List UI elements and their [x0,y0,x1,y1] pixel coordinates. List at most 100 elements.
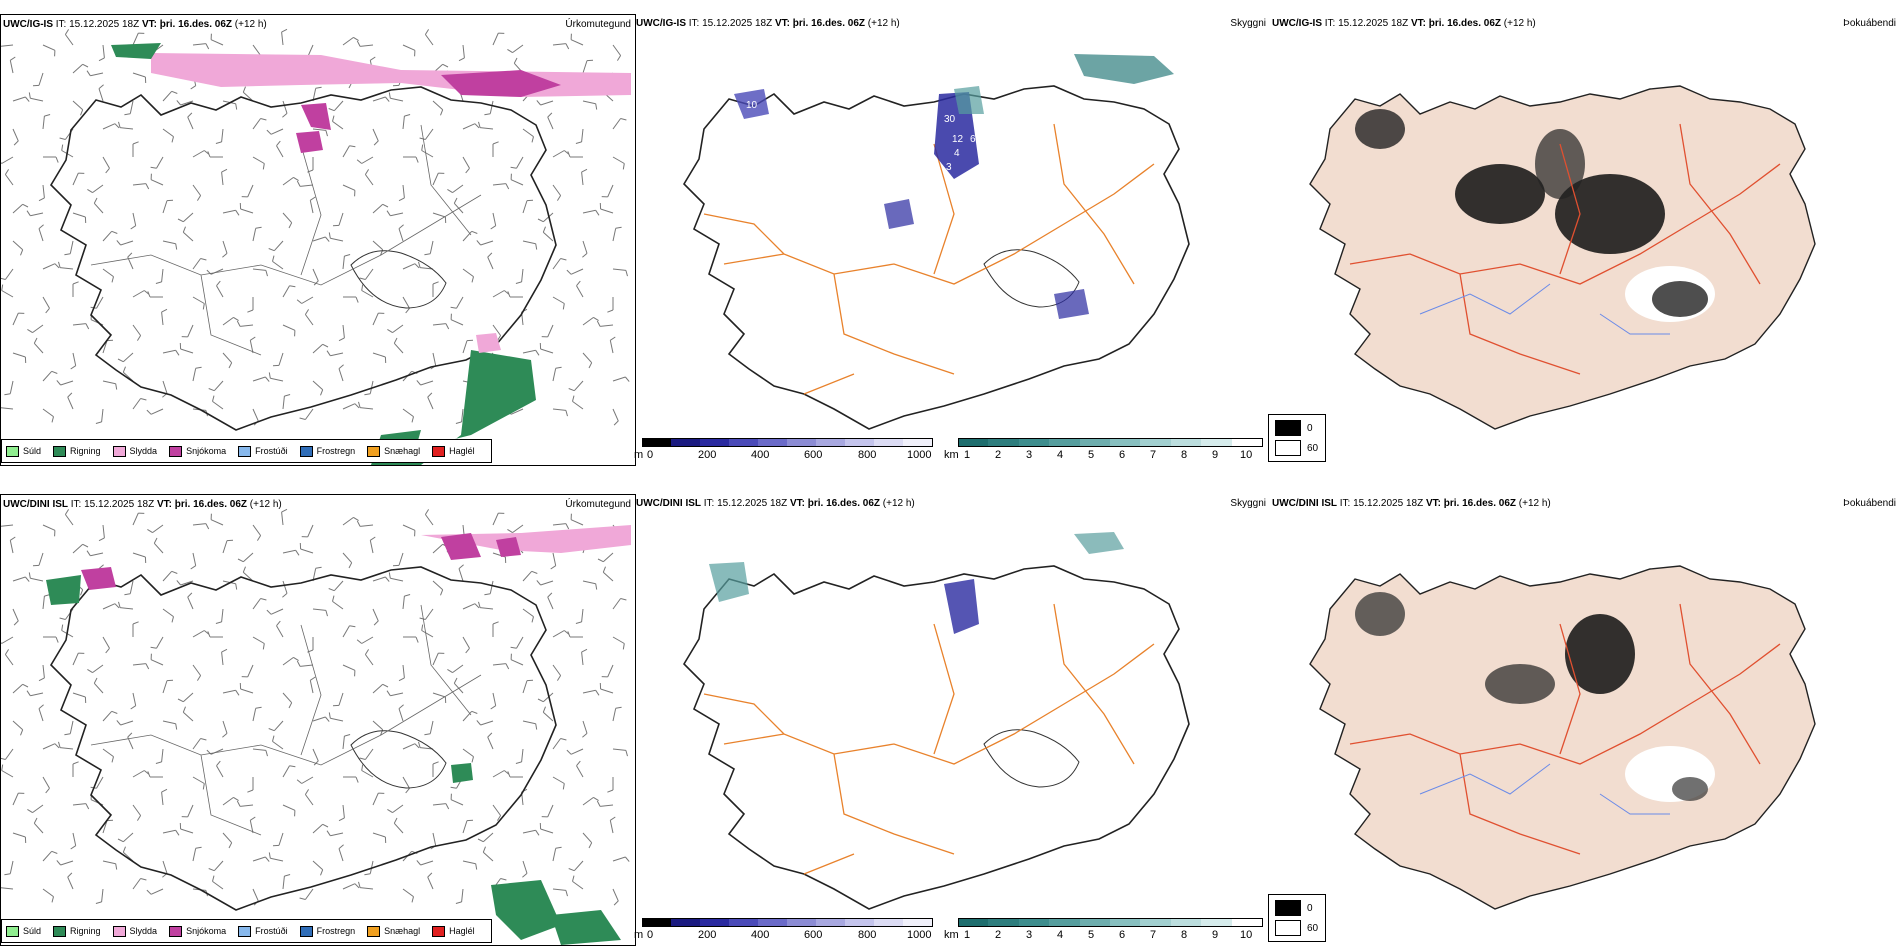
wind-barb-flag [613,420,619,426]
colorbar-segment [1140,918,1171,927]
wind-barb-flag [447,188,453,194]
wind-barb [12,792,19,806]
iceland-land [1309,565,1816,910]
wind-barb-flag [203,150,210,155]
wind-barb [153,542,164,554]
wind-barb [242,552,254,563]
wind-barb-flag [361,764,364,771]
wind-barb-flag [98,57,105,62]
wind-barb-flag [205,523,210,530]
wind-barb [301,296,314,304]
wind-barb [270,608,284,615]
panel-type-label: Skyggni [1230,498,1266,509]
wind-barb [273,240,284,252]
wind-barb-flag [373,140,379,146]
wind-barb [581,652,584,666]
wind-barb-flag [328,712,331,719]
colorbar-segment [1201,438,1232,447]
road-network [703,123,1155,395]
wind-barb [38,552,44,566]
wind-barb-flag [607,309,614,313]
wind-barb [552,43,566,46]
wind-barb-flag [563,150,570,155]
wind-barb-flag [203,630,210,635]
wind-barb-flag [328,108,335,112]
wind-barb-flag [427,392,433,398]
legend-item: Snjókoma [169,925,226,937]
fog-legend-swatch [1275,900,1301,916]
wind-barb-flag [295,550,300,556]
wind-barb-flag [566,269,572,275]
wind-barb [60,380,74,386]
colorbar-segment [903,438,933,447]
wind-barb [607,184,614,198]
wind-barb [480,240,494,246]
map-label: 10 [746,100,758,111]
wind-barb-flag [325,610,328,617]
wind-barb [210,39,224,46]
wind-barb [402,184,405,198]
wind-barb-flag [260,118,267,121]
wind-barb-flag [215,141,222,144]
wind-barb [552,523,566,526]
wind-barb [252,228,257,242]
wind-barb-flag [625,270,628,277]
wind-barb [552,848,557,862]
wind-barb [309,680,314,694]
wind-barb-flag [207,631,211,638]
wind-barb [540,100,554,106]
wind-barb-flag [310,196,316,201]
colorbar-segment [642,438,672,447]
wind-barb-flag [358,881,361,888]
wind-barb-flag [28,92,31,99]
wind-barb [462,636,470,649]
wind-barb [540,580,554,586]
wind-barb-flag [416,380,421,386]
wind-barb-flag [161,308,168,313]
wind-barb [92,664,104,674]
wind-barb-flag [338,337,345,342]
wind-barb [90,72,104,77]
wind-barb [12,683,24,694]
wind-barb [612,636,625,644]
wind-barb-flag [147,771,151,778]
wind-barb [9,60,14,74]
wind-barb-flag [4,873,11,876]
colorbar-segment [1170,918,1202,927]
wind-barb [492,212,497,226]
wind-barb-flag [51,416,54,423]
wind-barb-flag [216,760,221,767]
wind-barb [192,296,205,304]
colorbar-segment [700,438,729,447]
wind-barb [252,268,266,271]
wind-barb-flag [111,710,118,714]
panel-title: UWC/DINI ISL IT: 15.12.2025 18Z VT: þri.… [636,498,915,509]
wind-barb-flag [299,897,306,900]
colorbar-tick: 8 [1181,449,1188,461]
wind-barb-flag [453,677,458,684]
colorbar-segment [1049,438,1080,447]
wind-barb [300,184,314,187]
map-label: 30 [944,114,956,125]
visibility-panel-bottom: UWC/DINI ISL IT: 15.12.2025 18Z VT: þri.… [634,494,1270,944]
colorbar-tick: 1000 [907,929,932,941]
wind-barb [342,256,345,270]
snow-area [496,537,521,557]
wind-barb [372,240,384,251]
wind-barb [182,692,194,703]
wind-barb-flag [503,770,510,775]
wind-barb [42,596,45,610]
wind-barb-flag [95,901,102,904]
wind-barb [492,290,505,298]
legend-item: Frostúði [238,925,288,937]
wind-barb [72,832,77,846]
snow-area [441,533,481,560]
wind-barb [192,664,202,676]
wind-barb [150,179,164,186]
wind-barb [360,887,374,890]
wind-barb [489,100,494,114]
wind-barb-flag [442,63,449,68]
wind-barb [432,100,444,111]
wind-barb-flag [171,136,174,143]
wind-barb-flag [535,243,538,250]
